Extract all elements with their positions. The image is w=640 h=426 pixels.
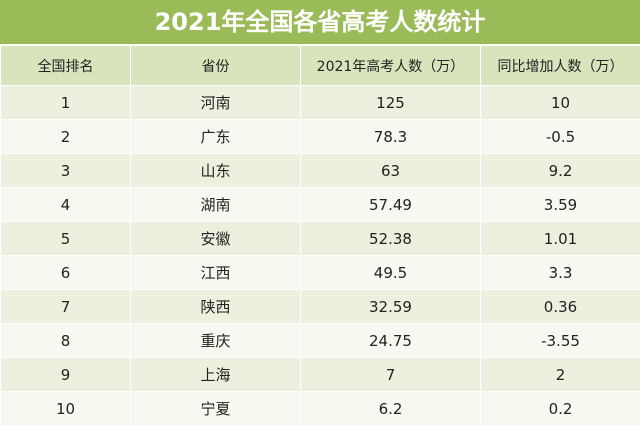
table-cell: 3.3 [481, 256, 640, 290]
header-cell: 省份 [131, 46, 301, 86]
table-cell: 1.01 [481, 222, 640, 256]
table-cell: 57.49 [301, 188, 481, 222]
table-cell: 3 [1, 154, 131, 188]
table-cell: 0.36 [481, 290, 640, 324]
table-cell: 安徽 [131, 222, 301, 256]
header-cell: 全国排名 [1, 46, 131, 86]
table-cell: 49.5 [301, 256, 481, 290]
table-cell: 7 [301, 358, 481, 392]
table-cell: 河南 [131, 86, 301, 120]
table-cell: 9 [1, 358, 131, 392]
table-cell: 8 [1, 324, 131, 358]
table-cell: -3.55 [481, 324, 640, 358]
table-cell: 陕西 [131, 290, 301, 324]
table-cell: 宁夏 [131, 392, 301, 426]
table-cell: 52.38 [301, 222, 481, 256]
table-cell: 0.2 [481, 392, 640, 426]
table-cell: 上海 [131, 358, 301, 392]
table-cell: 6.2 [301, 392, 481, 426]
header-cell: 2021年高考人数（万） [301, 46, 481, 86]
table-cell: 1 [1, 86, 131, 120]
table-cell: 24.75 [301, 324, 481, 358]
table-cell: 125 [301, 86, 481, 120]
table-title: 2021年全国各省高考人数统计 [0, 0, 640, 45]
table-cell: 广东 [131, 120, 301, 154]
table-cell: 2 [481, 358, 640, 392]
table-cell: 32.59 [301, 290, 481, 324]
table-cell: 江西 [131, 256, 301, 290]
table-cell: 7 [1, 290, 131, 324]
header-cell: 同比增加人数（万） [481, 46, 640, 86]
table-cell: 重庆 [131, 324, 301, 358]
table-cell: 2 [1, 120, 131, 154]
table-cell: 湖南 [131, 188, 301, 222]
table-cell: 78.3 [301, 120, 481, 154]
table-cell: 10 [481, 86, 640, 120]
table-cell: -0.5 [481, 120, 640, 154]
table-cell: 6 [1, 256, 131, 290]
table-cell: 63 [301, 154, 481, 188]
table-cell: 5 [1, 222, 131, 256]
table-cell: 10 [1, 392, 131, 426]
table-cell: 3.59 [481, 188, 640, 222]
table-cell: 山东 [131, 154, 301, 188]
table-cell: 9.2 [481, 154, 640, 188]
table-cell: 4 [1, 188, 131, 222]
